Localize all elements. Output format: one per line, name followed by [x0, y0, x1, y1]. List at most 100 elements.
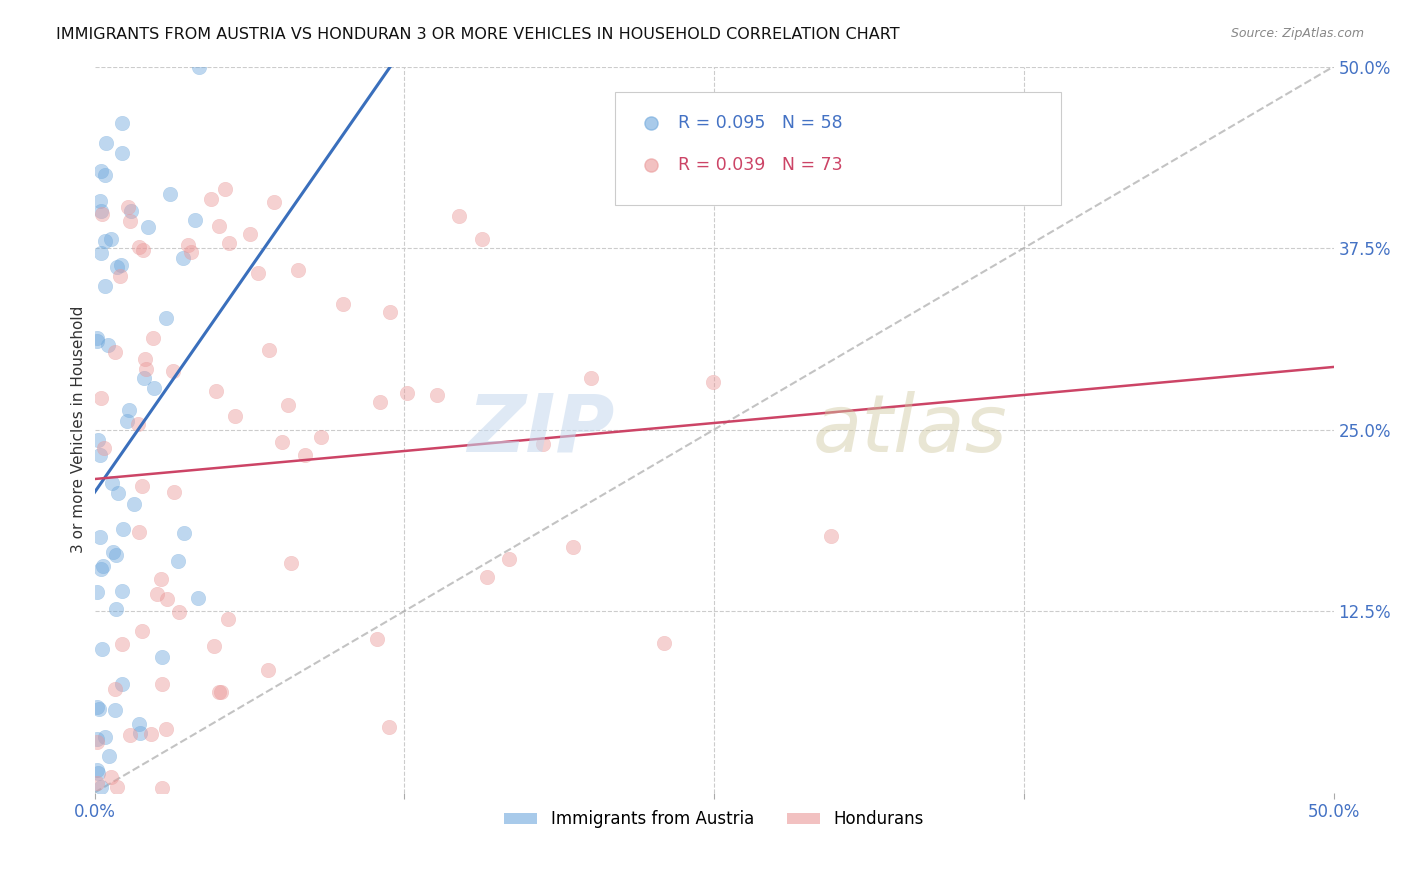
- Point: [111, 116, 134, 130]
- Point: [120, 728, 142, 742]
- Point: [90, 562, 112, 576]
- Point: [131, 243, 153, 257]
- Point: [117, 200, 139, 214]
- Point: [86, 585, 108, 599]
- Point: [131, 479, 153, 493]
- Point: [270, 435, 292, 450]
- Point: [111, 145, 134, 160]
- Point: [531, 437, 554, 451]
- Point: [652, 636, 675, 650]
- Point: [202, 639, 225, 653]
- Point: [111, 637, 134, 651]
- Point: [86, 699, 108, 714]
- Point: [208, 219, 231, 234]
- Point: [86, 334, 108, 348]
- Point: [579, 371, 602, 385]
- FancyBboxPatch shape: [614, 92, 1062, 204]
- Point: [97, 749, 120, 764]
- Point: [90, 642, 112, 657]
- Point: [143, 381, 166, 395]
- Point: [155, 310, 177, 325]
- Point: [86, 763, 108, 777]
- Point: [90, 246, 112, 260]
- Point: [105, 548, 128, 562]
- Point: [94, 279, 117, 293]
- Point: [122, 497, 145, 511]
- Point: [90, 163, 112, 178]
- Point: [156, 591, 179, 606]
- Point: [204, 384, 226, 398]
- Point: [470, 232, 492, 246]
- Point: [378, 719, 401, 733]
- Point: [332, 297, 354, 311]
- Point: [217, 612, 239, 626]
- Point: [90, 206, 112, 220]
- Point: [87, 766, 110, 780]
- Point: [97, 338, 120, 352]
- Point: [150, 780, 173, 795]
- Point: [211, 685, 233, 699]
- Point: [90, 780, 112, 794]
- Point: [118, 403, 141, 417]
- Point: [89, 194, 111, 209]
- Point: [120, 203, 142, 218]
- Point: [287, 263, 309, 277]
- Point: [173, 526, 195, 541]
- Text: IMMIGRANTS FROM AUSTRIA VS HONDURAN 3 OR MORE VEHICLES IN HOUSEHOLD CORRELATION : IMMIGRANTS FROM AUSTRIA VS HONDURAN 3 OR…: [56, 27, 900, 42]
- Point: [87, 702, 110, 716]
- Point: [89, 530, 111, 544]
- Point: [94, 234, 117, 248]
- Point: [86, 331, 108, 345]
- Point: [562, 541, 585, 555]
- Point: [214, 182, 236, 196]
- Point: [309, 430, 332, 444]
- Point: [155, 723, 177, 737]
- Point: [187, 60, 209, 74]
- Point: [162, 364, 184, 378]
- Y-axis label: 3 or more Vehicles in Household: 3 or more Vehicles in Household: [72, 306, 86, 553]
- Text: ZIP: ZIP: [468, 391, 614, 468]
- Point: [246, 266, 269, 280]
- Point: [104, 344, 127, 359]
- Point: [105, 780, 128, 794]
- Point: [104, 703, 127, 717]
- Point: [149, 572, 172, 586]
- Point: [239, 227, 262, 241]
- Point: [150, 650, 173, 665]
- Point: [477, 570, 499, 584]
- Point: [218, 235, 240, 250]
- Point: [86, 434, 108, 448]
- Point: [163, 484, 186, 499]
- Point: [134, 352, 156, 367]
- Point: [177, 238, 200, 252]
- Point: [447, 209, 470, 223]
- Point: [110, 258, 132, 272]
- Point: [120, 214, 142, 228]
- Point: [368, 394, 391, 409]
- Point: [128, 240, 150, 254]
- Point: [111, 677, 134, 691]
- Point: [93, 441, 115, 455]
- Point: [820, 529, 842, 543]
- Point: [132, 371, 155, 385]
- Point: [105, 260, 128, 274]
- Point: [110, 268, 132, 283]
- Point: [159, 187, 181, 202]
- Point: [702, 375, 724, 389]
- Point: [94, 169, 117, 183]
- Point: [263, 194, 285, 209]
- Point: [90, 203, 112, 218]
- Point: [90, 391, 112, 405]
- Text: R = 0.095   N = 58: R = 0.095 N = 58: [678, 114, 842, 132]
- Point: [224, 409, 246, 423]
- Text: Source: ZipAtlas.com: Source: ZipAtlas.com: [1230, 27, 1364, 40]
- Point: [378, 305, 401, 319]
- Point: [101, 544, 124, 558]
- Point: [180, 244, 202, 259]
- Point: [94, 136, 117, 151]
- Point: [200, 192, 222, 206]
- Point: [86, 734, 108, 748]
- Legend: Immigrants from Austria, Hondurans: Immigrants from Austria, Hondurans: [498, 804, 931, 835]
- Point: [111, 522, 134, 536]
- Point: [86, 776, 108, 790]
